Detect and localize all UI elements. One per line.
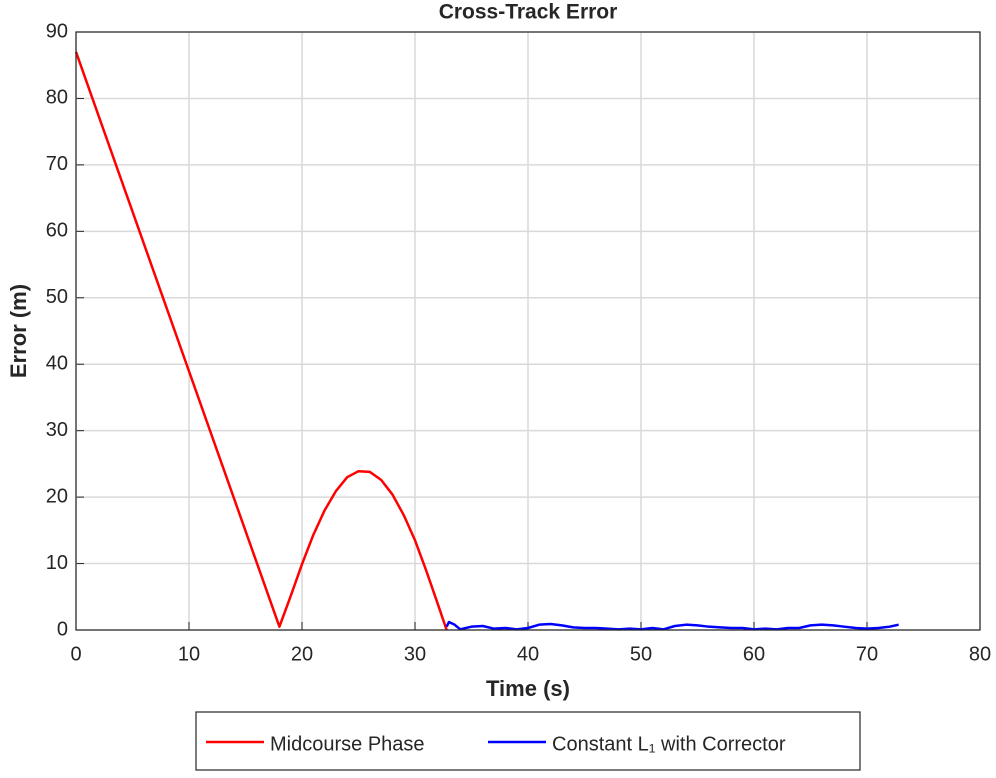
series-line — [74, 51, 448, 631]
legend-label: Constant L₁ with Corrector — [552, 733, 786, 755]
x-tick-label: 40 — [517, 643, 539, 665]
y-tick-label: 50 — [46, 286, 68, 308]
legend-box — [195, 711, 861, 771]
x-tick-label: 80 — [969, 643, 991, 665]
x-tick-label: 30 — [404, 643, 426, 665]
x-tick-label: 70 — [856, 643, 878, 665]
x-axis-label: Time (s) — [486, 676, 570, 701]
y-tick-label: 90 — [46, 20, 68, 42]
y-axis-label: Error (m) — [6, 284, 31, 378]
series-line — [445, 620, 899, 631]
y-tick-label: 20 — [46, 485, 68, 507]
x-tick-label: 0 — [70, 643, 81, 665]
legend: Midcourse Phase Constant L₁ with Correcto… — [195, 711, 861, 771]
axes-box — [75, 31, 981, 631]
legend-label: Midcourse Phase — [270, 733, 425, 755]
y-tick-label: 60 — [46, 220, 68, 242]
chart-title: Cross-Track Error — [439, 1, 618, 24]
x-tick-label: 20 — [291, 643, 313, 665]
x-tick-label: 50 — [630, 643, 652, 665]
y-tick-label: 80 — [46, 87, 68, 109]
y-tick-label: 70 — [46, 153, 68, 175]
y-tick-label: 10 — [46, 552, 68, 574]
x-tick-label: 60 — [743, 643, 765, 665]
y-tick-label: 0 — [57, 618, 68, 640]
lines — [74, 51, 899, 631]
x-tick-label: 10 — [178, 643, 200, 665]
y-tick-label: 40 — [46, 353, 68, 375]
y-tick-label: 30 — [46, 419, 68, 441]
